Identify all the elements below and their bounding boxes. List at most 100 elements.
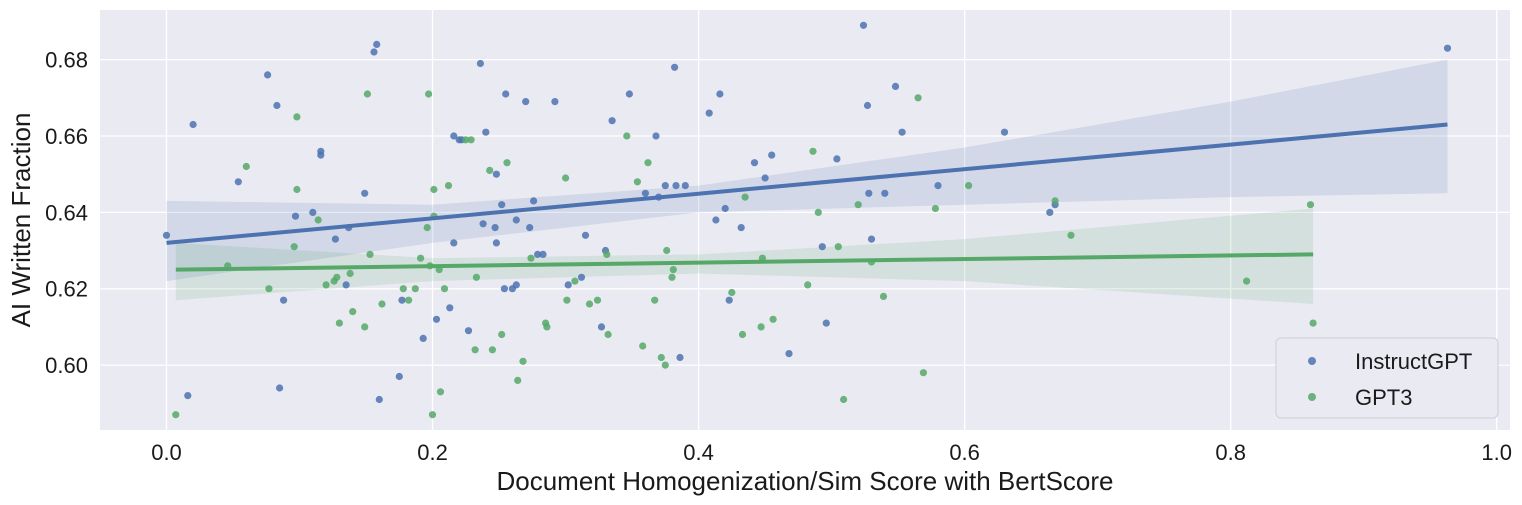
point-gpt3	[834, 243, 842, 251]
point-gpt3	[467, 136, 475, 144]
regression-line-instructgpt	[166, 122, 1448, 245]
point-gpt3	[314, 216, 322, 224]
point-instructgpt	[750, 159, 759, 167]
point-gpt3	[840, 395, 848, 404]
regression-lines	[166, 122, 1448, 272]
point-instructgpt	[881, 189, 889, 197]
point-instructgpt	[419, 334, 427, 342]
point-instructgpt	[785, 350, 793, 358]
point-instructgpt	[492, 239, 500, 247]
point-instructgpt	[317, 151, 325, 159]
point-gpt3	[498, 330, 506, 339]
point-instructgpt	[450, 132, 458, 140]
point-gpt3	[593, 296, 602, 304]
point-instructgpt	[309, 208, 317, 216]
point-gpt3	[322, 281, 330, 289]
point-instructgpt	[464, 327, 473, 335]
point-gpt3	[462, 136, 470, 144]
x-tick-label: 0.6	[949, 440, 980, 465]
point-gpt3	[814, 208, 822, 216]
y-axis-label: AI Written Fraction	[6, 113, 36, 328]
x-tick-label: 0.4	[683, 440, 714, 465]
point-gpt3	[417, 254, 425, 262]
point-instructgpt	[652, 132, 660, 140]
point-gpt3	[293, 113, 301, 121]
point-instructgpt	[500, 285, 508, 293]
point-instructgpt	[865, 189, 873, 197]
legend: InstructGPT GPT3	[1275, 337, 1499, 419]
point-instructgpt	[641, 189, 650, 197]
point-instructgpt	[375, 395, 383, 404]
point-instructgpt	[276, 384, 284, 392]
point-gpt3	[728, 288, 736, 297]
x-tick-label: 0.0	[151, 440, 182, 465]
point-gpt3	[423, 224, 431, 232]
point-instructgpt	[498, 201, 506, 209]
point-gpt3	[603, 250, 611, 258]
point-gpt3	[965, 182, 973, 190]
point-instructgpt	[502, 90, 510, 98]
point-gpt3	[931, 204, 940, 213]
point-gpt3	[854, 201, 862, 209]
point-instructgpt	[705, 109, 713, 117]
point-instructgpt	[833, 155, 841, 163]
point-instructgpt	[768, 151, 776, 159]
point-instructgpt	[1443, 44, 1452, 52]
point-instructgpt	[891, 82, 900, 90]
point-instructgpt	[370, 48, 378, 56]
point-instructgpt	[395, 372, 403, 381]
legend-label-instructgpt: InstructGPT	[1355, 349, 1472, 374]
point-gpt3	[527, 254, 535, 262]
y-tick-label: 0.64	[45, 200, 88, 225]
point-instructgpt	[867, 235, 876, 243]
point-gpt3	[769, 315, 777, 323]
point-gpt3	[242, 162, 250, 171]
point-gpt3	[471, 346, 479, 354]
point-instructgpt	[361, 189, 369, 197]
y-tick-label: 0.60	[45, 353, 88, 378]
point-instructgpt	[577, 273, 586, 281]
x-tick-label: 1.0	[1481, 440, 1512, 465]
point-instructgpt	[737, 224, 745, 232]
point-gpt3	[879, 292, 888, 300]
point-instructgpt	[479, 220, 487, 228]
point-instructgpt	[522, 98, 530, 106]
point-gpt3	[741, 193, 749, 201]
point-gpt3	[1243, 277, 1251, 285]
point-gpt3	[633, 178, 642, 186]
point-gpt3	[738, 330, 747, 339]
point-instructgpt	[716, 90, 724, 98]
point-instructgpt	[189, 120, 197, 129]
point-gpt3	[651, 296, 659, 304]
point-instructgpt	[676, 353, 684, 362]
point-gpt3	[1067, 231, 1075, 239]
point-instructgpt	[934, 182, 942, 190]
regression-line-gpt3	[175, 252, 1314, 272]
point-instructgpt	[234, 178, 242, 186]
point-gpt3	[657, 353, 665, 362]
point-gpt3	[669, 266, 677, 274]
point-gpt3	[425, 90, 433, 98]
point-instructgpt	[581, 231, 590, 239]
point-gpt3	[411, 285, 419, 293]
point-gpt3	[514, 376, 522, 384]
y-tick-label: 0.66	[45, 124, 88, 149]
confidence-band-gpt3	[175, 208, 1314, 304]
point-gpt3	[604, 330, 612, 339]
point-instructgpt	[822, 319, 830, 327]
point-gpt3	[333, 273, 341, 281]
data-points	[162, 21, 1452, 419]
point-instructgpt	[625, 90, 634, 98]
legend-marker-gpt3	[1308, 393, 1316, 401]
point-instructgpt	[492, 170, 500, 178]
point-gpt3	[914, 94, 922, 102]
point-gpt3	[346, 269, 354, 278]
grid-lines	[100, 10, 1510, 430]
plot-background	[100, 10, 1510, 430]
point-instructgpt	[863, 101, 872, 110]
point-gpt3	[639, 342, 647, 350]
point-instructgpt	[761, 174, 769, 182]
point-instructgpt	[530, 197, 538, 205]
point-instructgpt	[608, 117, 616, 125]
